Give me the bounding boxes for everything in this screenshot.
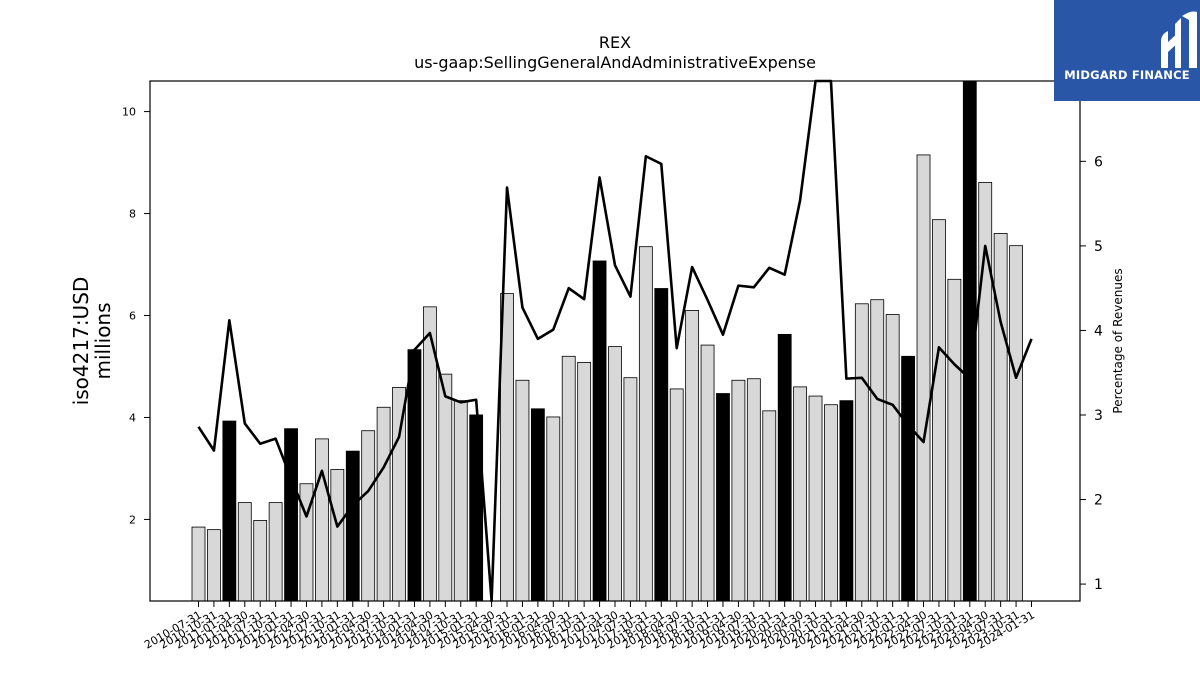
bar	[561, 355, 576, 602]
bar	[762, 410, 777, 602]
bar	[685, 310, 700, 602]
bar	[546, 416, 561, 602]
bar	[731, 379, 746, 602]
bar	[870, 299, 885, 602]
bar	[608, 346, 622, 602]
bar	[237, 502, 252, 602]
y-axis: 2 4 6 8 10	[122, 106, 150, 526]
y-tick-label: 8	[129, 208, 136, 221]
bar	[638, 246, 653, 602]
y2-tick-label: 1	[1094, 577, 1103, 593]
bar	[407, 349, 422, 602]
bar	[901, 355, 915, 602]
bar	[947, 278, 962, 602]
y-axis-label-line1: iso4217:USD	[69, 277, 93, 406]
y2-tick-label: 4	[1094, 323, 1103, 339]
y2-tick-label: 2	[1094, 493, 1103, 509]
bar	[268, 502, 283, 602]
bar	[345, 450, 360, 602]
y2-axis: 1 2 3 4 5 6	[1080, 154, 1103, 593]
y-tick-label: 2	[129, 513, 136, 526]
bar	[1009, 245, 1023, 602]
ratio-line	[197, 79, 1033, 603]
bar	[530, 408, 545, 602]
bar	[222, 420, 237, 602]
y2-axis-label: Percentage of Revenues	[1111, 268, 1125, 413]
bar	[824, 404, 838, 602]
bar	[392, 386, 406, 602]
y-axis-label: iso4217:USD millions	[69, 277, 115, 406]
bar	[592, 260, 607, 602]
bar	[453, 400, 468, 602]
y-tick-label: 4	[129, 411, 136, 424]
bar	[808, 395, 823, 602]
bar	[515, 379, 530, 602]
logo-text: MIDGARD FINANCE	[1064, 68, 1190, 82]
bar	[577, 362, 592, 602]
bar	[839, 400, 854, 602]
bar	[315, 438, 329, 602]
y-axis-label-line2: millions	[91, 302, 115, 379]
chart-title-group: REX us-gaap:SellingGeneralAndAdministrat…	[414, 33, 816, 72]
bar	[438, 373, 453, 602]
bar	[207, 529, 221, 602]
bar	[885, 314, 900, 602]
bar	[623, 377, 638, 602]
bar	[669, 388, 684, 602]
bar	[932, 219, 946, 602]
bar	[854, 303, 869, 602]
bar	[253, 520, 268, 602]
bars-layer	[191, 80, 1023, 602]
bar	[654, 288, 669, 602]
y2-tick-label: 6	[1094, 154, 1103, 170]
y-tick-label: 10	[122, 106, 136, 119]
bar	[777, 333, 792, 602]
y2-tick-label: 5	[1094, 239, 1103, 255]
y-tick-label: 6	[129, 310, 136, 323]
brand-logo: MIDGARD FINANCE	[1054, 0, 1200, 101]
bar	[191, 526, 206, 602]
y2-tick-label: 3	[1094, 408, 1103, 424]
chart-title: REX	[599, 33, 631, 52]
bar	[716, 393, 730, 602]
bar	[700, 344, 715, 602]
bar	[361, 430, 376, 602]
logo-mark-icon	[1161, 11, 1197, 70]
chart-subtitle: us-gaap:SellingGeneralAndAdministrativeE…	[414, 53, 816, 72]
bar	[746, 378, 761, 602]
bar	[330, 469, 345, 602]
bar	[916, 154, 931, 602]
bar	[376, 406, 391, 602]
bar	[284, 428, 298, 602]
bar	[993, 233, 1008, 602]
x-axis: 2010-07-312010-10-312011-01-312011-04-30…	[142, 601, 1037, 652]
bar	[793, 386, 808, 602]
